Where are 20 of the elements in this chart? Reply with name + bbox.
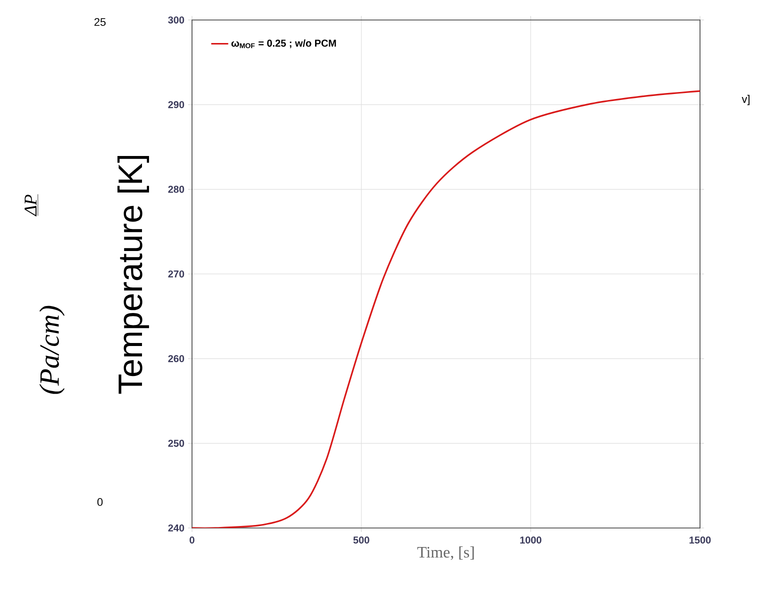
- y-tick-label: 250: [168, 440, 184, 447]
- y-tick-label: 270: [168, 270, 184, 278]
- legend-label: ω$_{MOF}$ = 0.25 ; w/o PCM: [231, 39, 336, 48]
- y-tick-label: 260: [168, 355, 184, 362]
- text: 25: [94, 18, 106, 26]
- y-tick-label: 240: [168, 524, 184, 532]
- text: 0: [97, 498, 103, 506]
- x-tick-label: 1000: [520, 536, 542, 544]
- y-tick-label: 300: [168, 16, 184, 24]
- x-tick-label: 500: [353, 536, 370, 544]
- line-series: [192, 90, 700, 528]
- y-axis-title: Temperature [K]: [117, 156, 150, 394]
- x-axis-title: Time, [s]: [417, 546, 474, 560]
- x-tick-label: 0: [190, 536, 194, 544]
- text: ΔP: [24, 194, 36, 216]
- y-tick-label: 280: [168, 186, 184, 193]
- x-tick-label: 1500: [690, 536, 711, 544]
- y-tick-label: 290: [168, 101, 184, 108]
- text: (Pa/cm): [39, 306, 65, 394]
- text: v]: [742, 94, 750, 106]
